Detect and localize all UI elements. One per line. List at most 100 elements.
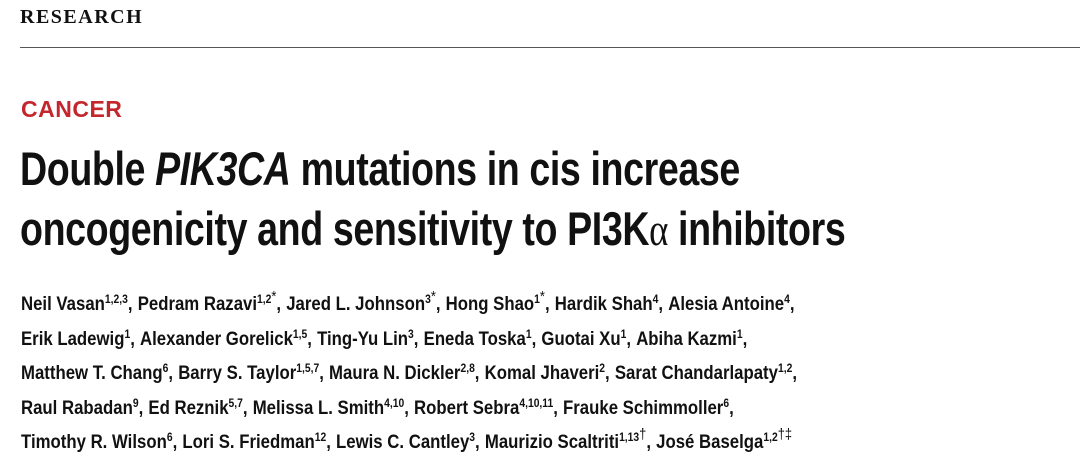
affiliation: 4,10,11 [519, 396, 553, 410]
separator: , [658, 293, 664, 315]
affiliation-numbers: 1,2 [763, 430, 778, 444]
author: Melissa L. Smith4,10, [253, 397, 409, 419]
separator: , [326, 431, 331, 453]
affiliation-numbers: 1 [525, 326, 532, 341]
author-name: Lewis C. Cantley [336, 431, 470, 453]
author-name: Guotai Xu [541, 327, 621, 350]
title-part: inhibitors [668, 202, 846, 255]
affiliation-numbers: 4 [784, 292, 790, 306]
affiliation: 1,2* [257, 289, 276, 306]
author: Lewis C. Cantley3, [336, 431, 480, 453]
header-rule [20, 47, 1080, 48]
affiliation: 1* [534, 289, 545, 306]
affiliation: 1,5,7 [296, 361, 319, 375]
separator: , [729, 396, 734, 419]
author: Ting-Yu Lin3, [317, 328, 418, 350]
affiliation: 1 [526, 327, 532, 341]
separator: , [127, 293, 133, 315]
author-name: Timothy R. Wilson [21, 431, 167, 453]
author: Erik Ladewig1, [21, 328, 135, 350]
author-name: José Baselga [656, 431, 764, 453]
author: Alesia Antoine4, [668, 293, 794, 315]
separator: , [276, 293, 282, 315]
author-line: Neil Vasan1,2,3, Pedram Razavi1,2*, Jared … [21, 289, 795, 316]
separator: , [531, 327, 537, 350]
author-name: Frauke Schimmoller [563, 396, 724, 419]
affiliation: 2 [599, 361, 605, 375]
separator: , [435, 293, 441, 315]
separator: , [474, 362, 480, 384]
separator: , [319, 362, 324, 384]
author: Matthew T. Chang6, [21, 362, 173, 384]
author: Neil Vasan1,2,3, [21, 293, 133, 315]
author-name: Hardik Shah [554, 293, 653, 315]
author-line: Matthew T. Chang6, Barry S. Taylor1,5,7, M… [21, 362, 797, 385]
separator: , [646, 431, 651, 453]
title-part: PIK3CA [155, 142, 291, 195]
author: Komal Jhaveri2, [485, 362, 610, 384]
title-part: Double [20, 142, 156, 195]
affiliation-numbers: 6 [723, 395, 730, 410]
author-name: Matthew T. Chang [21, 362, 163, 384]
affiliation-numbers: 4,10 [384, 395, 405, 410]
affiliation: 6 [163, 361, 169, 375]
affiliation-numbers: 6 [162, 361, 169, 375]
author: Hong Shao1*, [446, 289, 550, 315]
separator: , [413, 327, 419, 350]
separator: , [130, 327, 135, 350]
title-part: oncogenicity and sensitivity to PI3K [20, 202, 650, 255]
author: Maura N. Dickler2,8, [329, 362, 479, 384]
author-name: Neil Vasan [21, 293, 105, 315]
separator: , [172, 431, 178, 453]
author: Maurizio Scaltriti1,13†, [485, 427, 651, 453]
author-name: Alexander Gorelick [140, 327, 293, 350]
author-line: Timothy R. Wilson6, Lori S. Friedman12, Le… [21, 427, 792, 454]
affiliation-numbers: 6 [166, 430, 173, 444]
separator: , [789, 293, 795, 315]
affiliation: 12 [315, 430, 326, 444]
author-name: Barry S. Taylor [178, 362, 297, 384]
affiliation: 2,8 [460, 361, 474, 375]
affiliation: 1 [124, 327, 130, 341]
author: Abiha Kazmi1, [636, 328, 747, 350]
affiliation-numbers: 3 [425, 292, 431, 306]
affiliation-numbers: 4 [652, 292, 659, 306]
affiliation: 3 [408, 327, 414, 341]
author-name: Pedram Razavi [137, 293, 258, 315]
affiliation-numbers: 1,2 [777, 361, 793, 375]
affiliation: 3* [425, 289, 436, 306]
author-name: Raul Rabadan [21, 396, 133, 419]
author: Barry S. Taylor1,5,7, [178, 362, 324, 384]
separator: , [605, 362, 610, 384]
author-name: Melissa L. Smith [252, 396, 385, 419]
author: Alexander Gorelick1,5, [140, 328, 312, 350]
affiliation: 6 [167, 430, 173, 444]
title-part: mutations in cis increase [290, 142, 741, 195]
author-name: Ed Reznik [148, 396, 229, 419]
affiliation-numbers: 3 [408, 326, 414, 341]
affiliation-numbers: 9 [132, 395, 139, 410]
author: Jared L. Johnson3*, [286, 289, 441, 315]
author: Frauke Schimmoller6, [563, 397, 734, 419]
author-name: Ting-Yu Lin [317, 327, 409, 350]
author: Timothy R. Wilson6, [21, 431, 177, 453]
author-line: Raul Rabadan9, Ed Reznik5,7, Melissa L. Sm… [21, 397, 734, 420]
category-label: CANCER [21, 96, 123, 122]
separator: , [404, 396, 409, 419]
separator: , [544, 293, 550, 315]
author-name: Abiha Kazmi [636, 327, 737, 350]
title-line: Double PIK3CA mutations in cis increase [20, 141, 740, 196]
author-name: Alesia Antoine [668, 293, 785, 315]
author-note-mark: * [430, 288, 436, 305]
affiliation-numbers: 1,5,7 [296, 361, 320, 375]
affiliation-numbers: 5,7 [228, 395, 243, 410]
affiliation: 1,5 [293, 327, 307, 341]
affiliation-numbers: 2,8 [460, 361, 475, 375]
affiliation-numbers: 1,2 [257, 292, 272, 306]
author: Pedram Razavi1,2*, [137, 289, 282, 315]
separator: , [553, 396, 558, 419]
affiliation-numbers: 1 [534, 292, 540, 306]
author-name: Lori S. Friedman [182, 431, 315, 453]
separator: , [742, 327, 748, 350]
